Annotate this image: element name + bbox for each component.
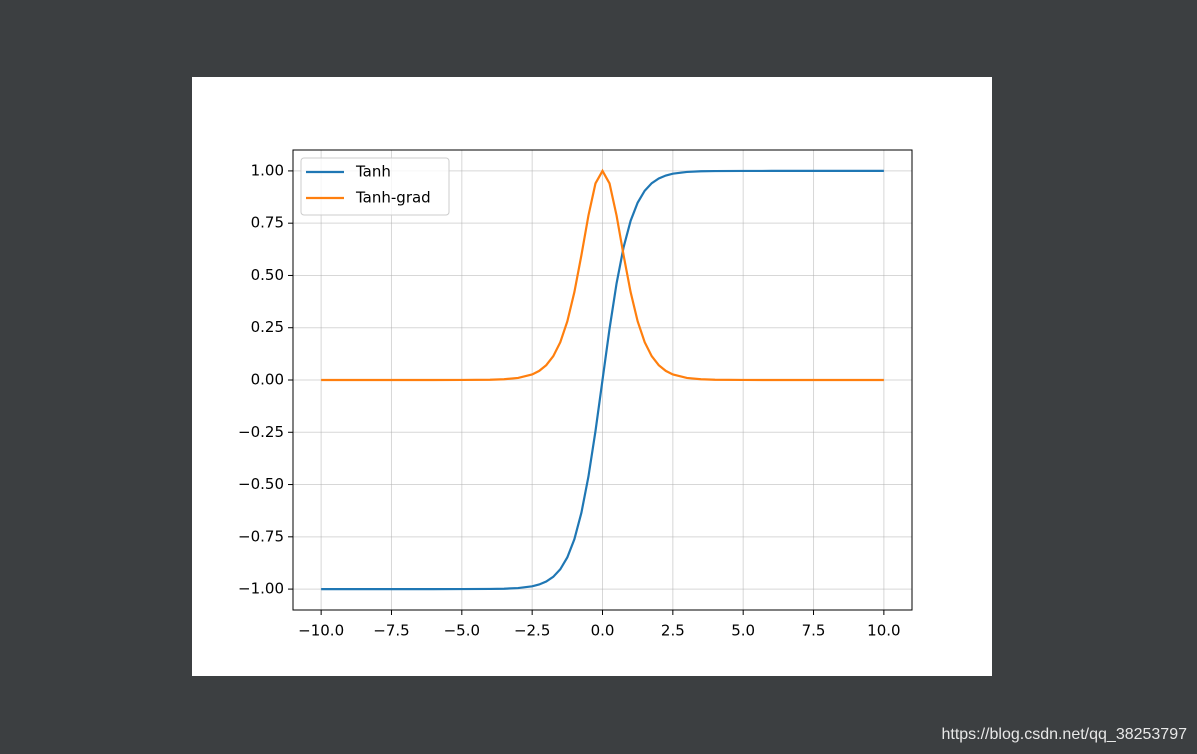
legend-label: Tanh xyxy=(355,163,391,181)
x-tick-label: −2.5 xyxy=(514,622,550,640)
legend-label: Tanh-grad xyxy=(355,189,431,207)
plot: −10.0 −7.5 −5.0 −2.5 0.0 2.5 5.0 7.5 10.0 −1.00 −0… xyxy=(238,150,912,640)
y-tick-label: −1.00 xyxy=(238,580,284,598)
x-tick-label: 7.5 xyxy=(802,622,826,640)
y-tick-label: 0.75 xyxy=(251,214,284,232)
y-tick-label: 0.00 xyxy=(251,371,284,389)
line-series xyxy=(321,169,884,591)
line-series xyxy=(321,168,884,382)
x-tick-label: 0.0 xyxy=(591,622,615,640)
x-tick-label: 2.5 xyxy=(661,622,685,640)
x-tick-label: −10.0 xyxy=(298,622,344,640)
y-tick-label: 0.25 xyxy=(251,318,284,336)
y-tick-label: −0.50 xyxy=(238,475,284,493)
x-tick-label: −7.5 xyxy=(373,622,409,640)
x-tick-label: 5.0 xyxy=(731,622,755,640)
axes-frame xyxy=(292,149,913,611)
y-tick-label: −0.25 xyxy=(238,423,284,441)
x-tick-label: 10.0 xyxy=(867,622,900,640)
x-tick-label: −5.0 xyxy=(444,622,480,640)
legend: Tanh Tanh-grad xyxy=(300,157,450,216)
y-tick-label: 1.00 xyxy=(251,161,284,179)
watermark: https://blog.csdn.net/qq_38253797 xyxy=(941,726,1187,743)
y-tick-label: −0.75 xyxy=(238,527,284,545)
y-tick-label: 0.50 xyxy=(251,266,284,284)
